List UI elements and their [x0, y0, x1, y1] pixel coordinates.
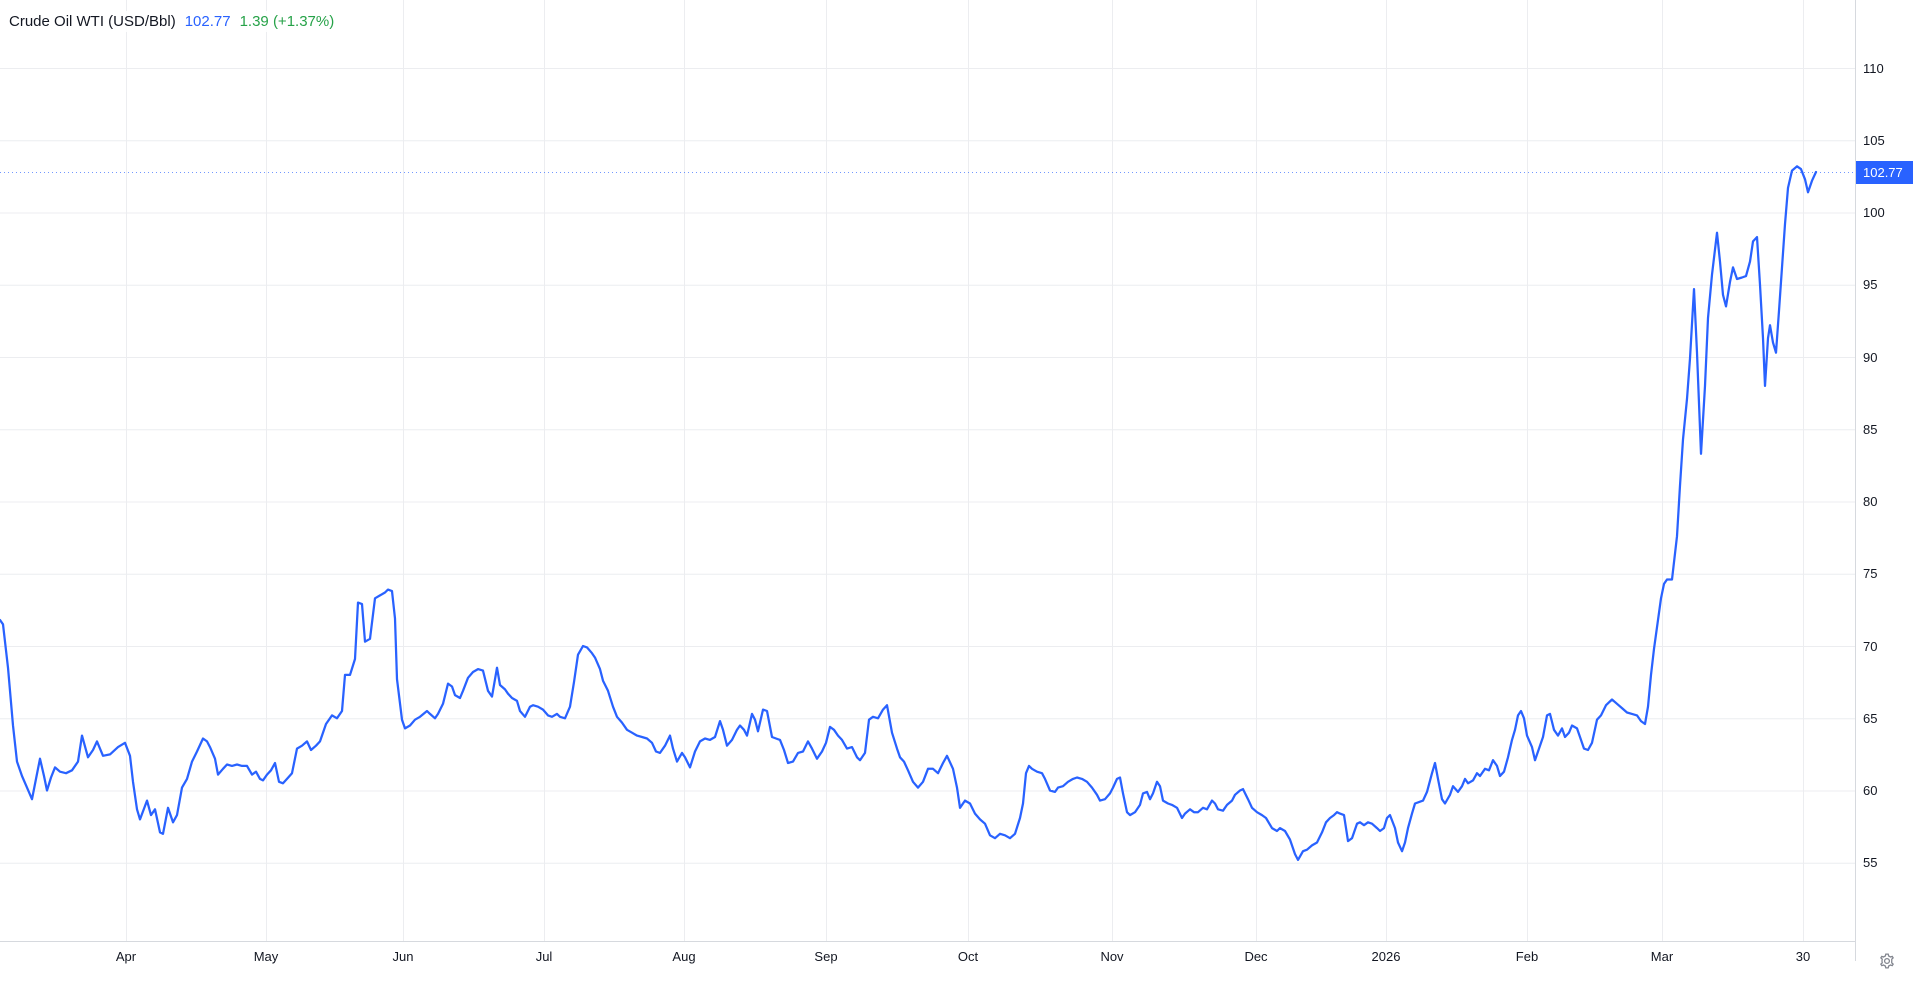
settings-gear-icon[interactable] — [1878, 952, 1896, 970]
last-price-value: 102.77 — [184, 13, 231, 30]
time-axis-tick-label: May — [253, 949, 279, 964]
price-axis-border — [1855, 0, 1856, 961]
axis-corner — [1857, 942, 1913, 995]
price-axis-tick-label: 75 — [1863, 566, 1878, 582]
time-axis-tick-label: Aug — [672, 949, 696, 964]
time-axis-tick-label: Jul — [535, 949, 553, 964]
time-axis-tick-label: Dec — [1244, 949, 1268, 964]
price-axis-tick-label: 85 — [1863, 421, 1878, 437]
symbol-title[interactable]: Crude Oil WTI (USD/Bbl) — [9, 13, 176, 30]
current-price-badge: 102.77 — [1856, 161, 1913, 184]
price-axis-tick-label: 55 — [1863, 855, 1878, 871]
price-axis-tick-label: 110 — [1863, 60, 1884, 76]
time-axis-tick-label: 2026 — [1371, 949, 1401, 964]
price-axis-tick-label: 65 — [1863, 710, 1878, 726]
price-line-series — [0, 165, 1818, 862]
price-change-value: 1.39 (+1.37%) — [239, 13, 335, 30]
price-axis-tick-label: 95 — [1863, 277, 1878, 293]
time-axis-tick-label: Apr — [115, 949, 137, 964]
price-axis-tick-label: 80 — [1863, 494, 1878, 509]
price-axis-tick-label: 70 — [1863, 638, 1878, 654]
symbol-legend: Crude Oil WTI (USD/Bbl) 102.77 1.39 (+1.… — [9, 11, 339, 32]
time-axis-tick-label: Jun — [392, 949, 414, 964]
time-axis-tick-label: Feb — [1515, 949, 1539, 964]
price-axis-tick-label: 105 — [1863, 132, 1885, 148]
current-price-badge-value: 102.77 — [1863, 165, 1903, 180]
time-axis-tick-label: Sep — [814, 949, 838, 964]
time-axis[interactable]: Apr May Jun Jul Aug Sep Oct Nov Dec 2026 Feb Mar 30 — [0, 942, 1856, 995]
time-axis-tick-label: Mar — [1650, 949, 1674, 964]
time-axis-tick-label: Nov — [1100, 949, 1124, 964]
price-axis-tick-label: 90 — [1863, 349, 1878, 365]
time-axis-tick-label: 30 — [1795, 949, 1811, 964]
time-axis-tick-label: Oct — [957, 949, 979, 964]
price-line-chart[interactable] — [0, 0, 1855, 941]
price-axis[interactable]: 102.77 110 105 100 95 90 85 80 75 70 65 60 55 — [1856, 0, 1913, 941]
price-axis-tick-label: 60 — [1863, 783, 1878, 798]
price-axis-tick-label: 100 — [1863, 205, 1885, 220]
time-axis-border — [0, 941, 1856, 942]
